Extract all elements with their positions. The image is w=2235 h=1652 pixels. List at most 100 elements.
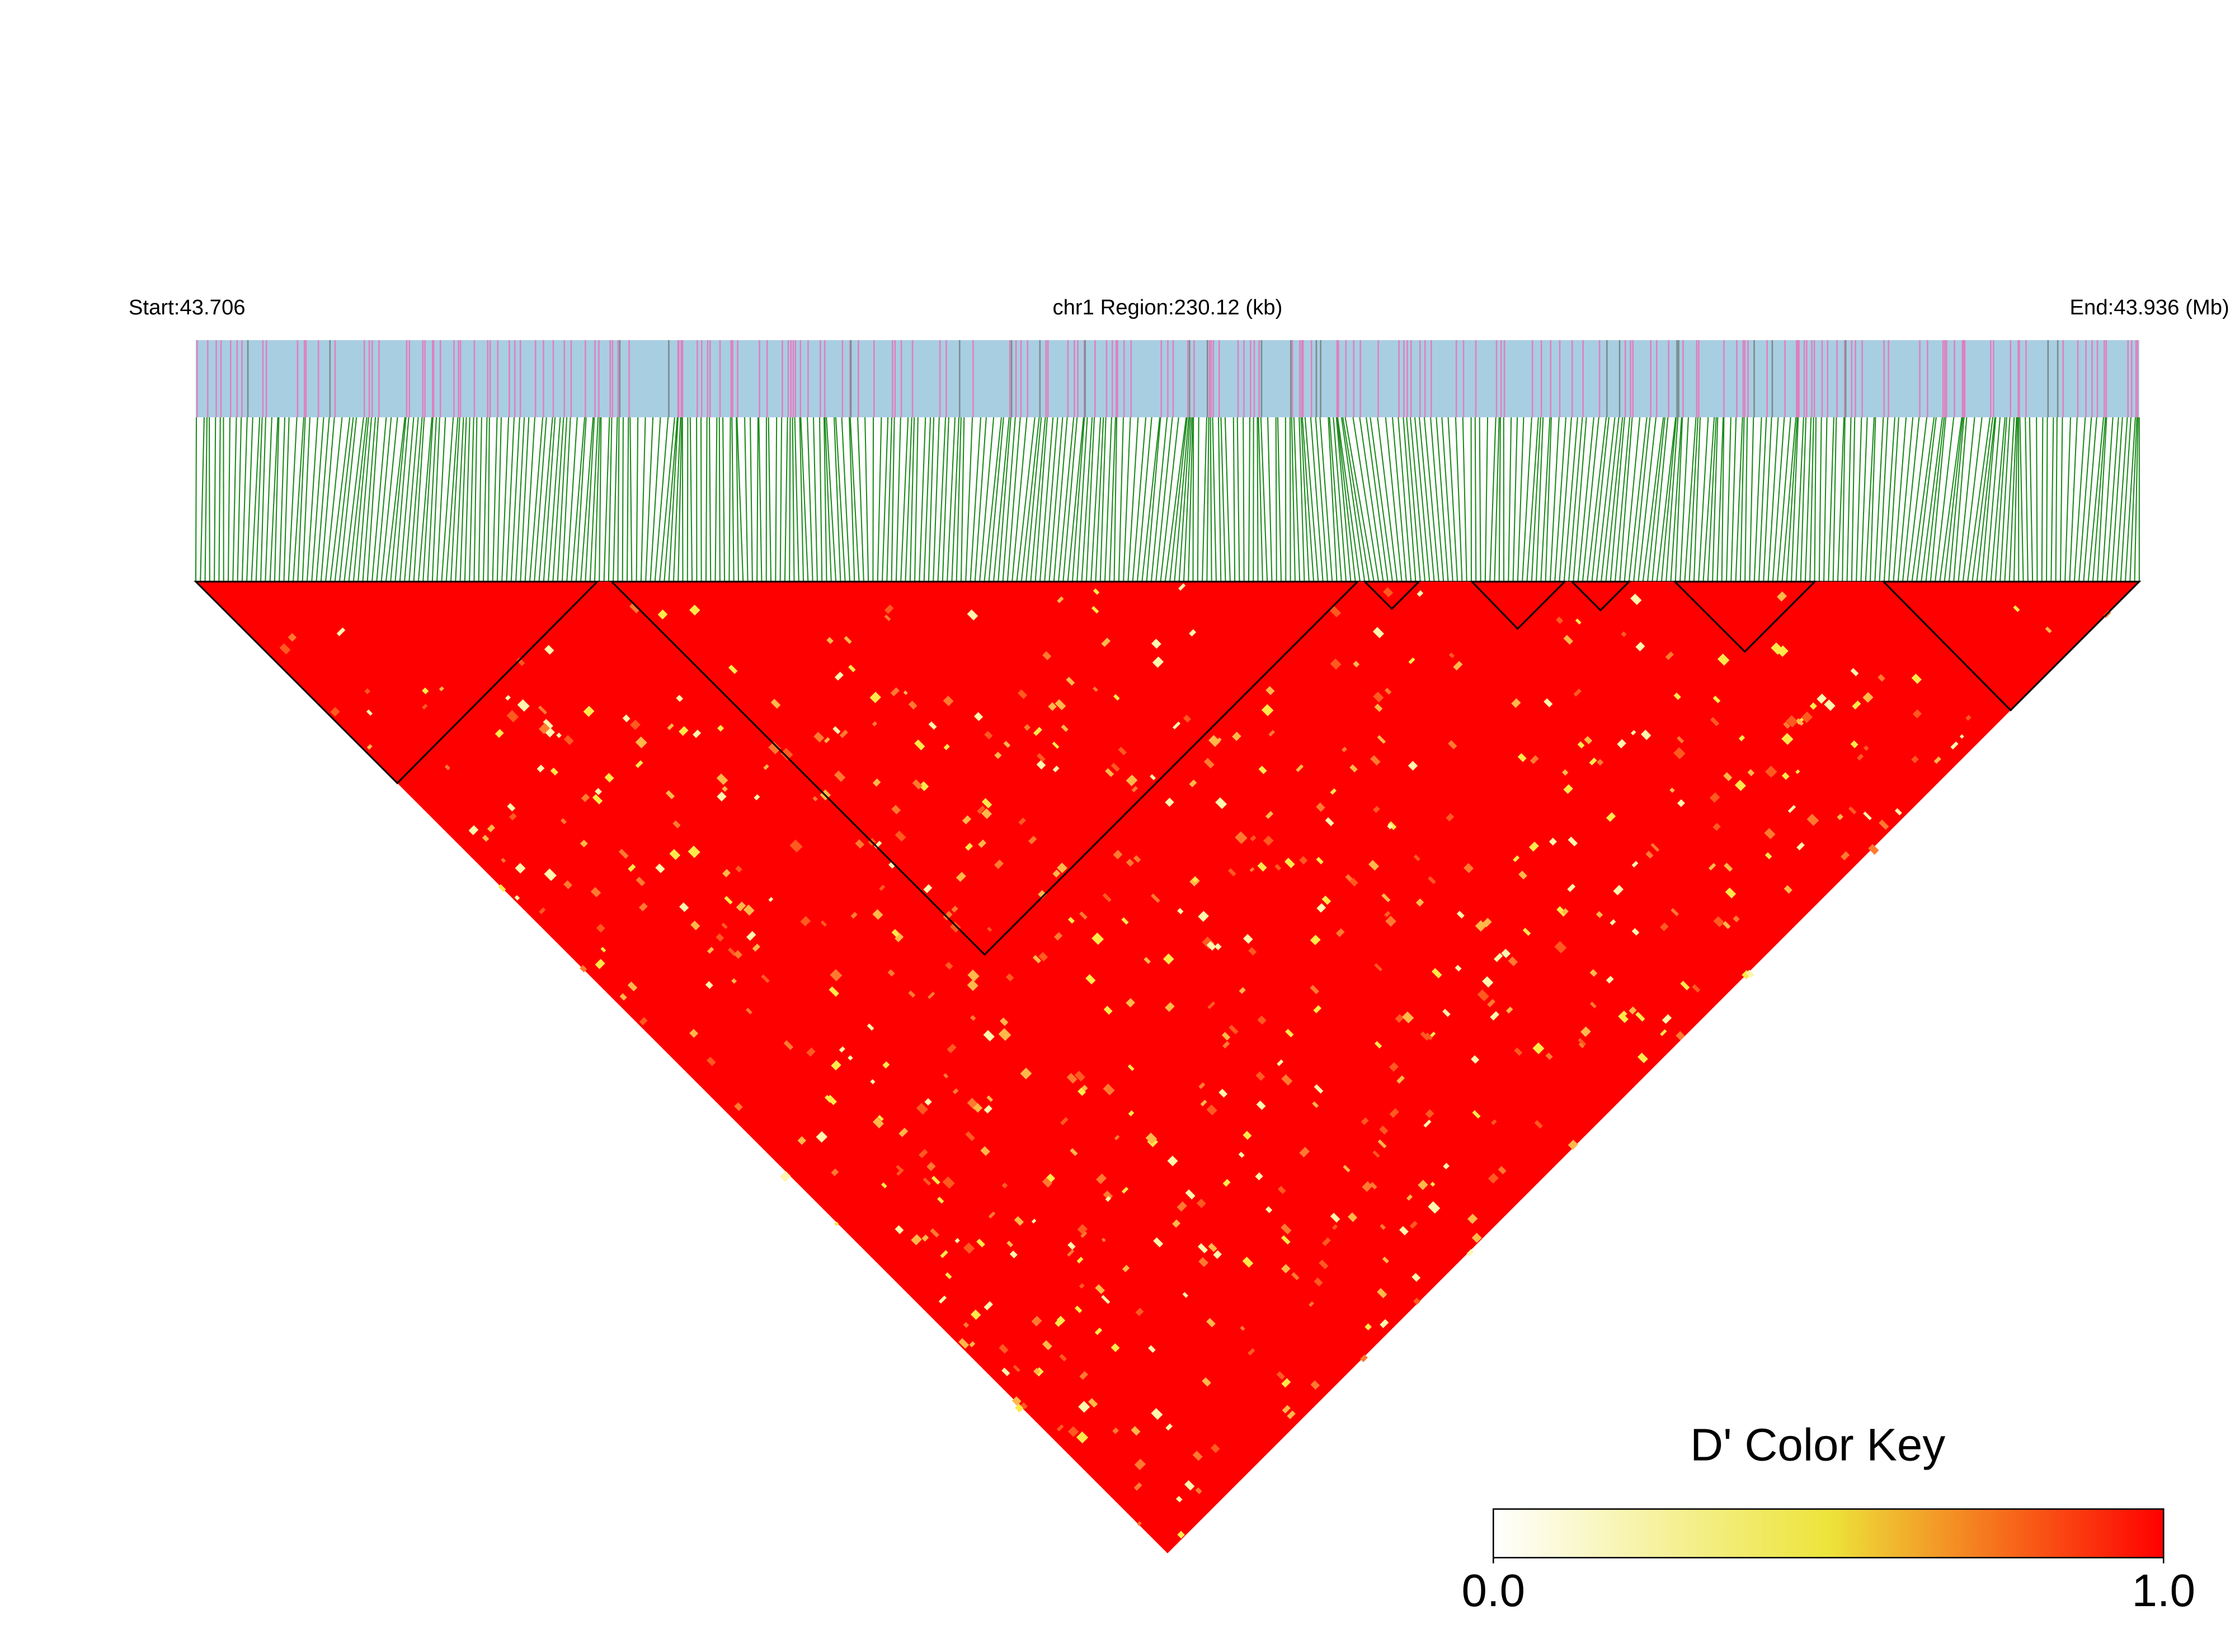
snp-stripe bbox=[1888, 340, 1889, 417]
snp-link bbox=[1304, 417, 1319, 582]
snp-stripe bbox=[617, 340, 619, 417]
ld-cell bbox=[1343, 1165, 1351, 1173]
ld-cell bbox=[1467, 1213, 1478, 1224]
ld-cell bbox=[1206, 941, 1216, 951]
snp-stripe bbox=[1105, 340, 1108, 417]
snp-stripe bbox=[1116, 340, 1117, 417]
snp-link bbox=[204, 417, 208, 582]
snp-stripe bbox=[945, 340, 947, 417]
ld-cell bbox=[1765, 765, 1777, 778]
ld-cell bbox=[1584, 736, 1593, 745]
ld-cell bbox=[1261, 704, 1274, 717]
ld-cell bbox=[812, 796, 818, 802]
snp-link bbox=[640, 417, 646, 582]
snp-stripe bbox=[329, 340, 331, 417]
snp-link bbox=[2129, 417, 2138, 582]
ld-cell bbox=[1554, 941, 1567, 954]
snp-stripe bbox=[2137, 340, 2139, 417]
ld-cell bbox=[1635, 642, 1645, 652]
snp-link bbox=[1512, 417, 1518, 582]
ld-cell bbox=[1534, 1120, 1543, 1129]
snp-link bbox=[427, 417, 437, 582]
snp-link bbox=[2101, 417, 2114, 582]
ld-cell bbox=[832, 726, 841, 735]
snp-link bbox=[1085, 417, 1095, 582]
ld-cell bbox=[761, 974, 770, 983]
snp-stripe bbox=[892, 340, 893, 417]
ld-cell bbox=[1256, 1100, 1266, 1110]
snp-link bbox=[1210, 417, 1212, 582]
ld-cell bbox=[439, 686, 444, 691]
snp-link bbox=[1869, 417, 1876, 582]
ld-cell bbox=[1575, 618, 1582, 625]
ld-cell bbox=[596, 924, 605, 933]
snp-link bbox=[1301, 417, 1315, 582]
snp-stripe bbox=[619, 340, 621, 417]
ld-cell bbox=[956, 872, 966, 882]
snp-link bbox=[1624, 417, 1641, 582]
snp-link bbox=[580, 417, 594, 582]
ld-cell bbox=[770, 699, 781, 709]
snp-link bbox=[1293, 417, 1301, 582]
ld-cell bbox=[1299, 1147, 1310, 1157]
snp-stripe bbox=[849, 340, 851, 417]
snp-link bbox=[431, 417, 440, 582]
snp-link bbox=[594, 417, 601, 582]
snp-stripe bbox=[1821, 340, 1823, 417]
snp-link bbox=[260, 417, 266, 582]
snp-link bbox=[1716, 417, 1724, 582]
ld-cell bbox=[482, 835, 490, 842]
snp-link bbox=[1642, 417, 1664, 582]
ld-cell bbox=[1101, 1237, 1106, 1242]
ld-cell bbox=[830, 969, 843, 982]
ld-cell bbox=[1105, 1196, 1112, 1202]
snp-stripe bbox=[1606, 340, 1608, 417]
snp-link bbox=[933, 417, 940, 582]
snp-stripe bbox=[598, 340, 600, 417]
ld-cell bbox=[1056, 1316, 1066, 1325]
ld-cell bbox=[1281, 1378, 1291, 1388]
snp-link bbox=[1062, 417, 1078, 582]
ld-cell bbox=[1206, 1317, 1216, 1328]
ld-cell bbox=[1746, 969, 1755, 978]
ld-cell bbox=[1563, 784, 1573, 794]
snp-link bbox=[700, 417, 702, 582]
snp-link bbox=[1573, 417, 1587, 582]
ld-cell bbox=[1152, 656, 1164, 668]
ld-cell bbox=[1781, 772, 1790, 780]
snp-link bbox=[2097, 417, 2107, 582]
ld-cell bbox=[1621, 1010, 1627, 1016]
ld-cell bbox=[983, 1030, 995, 1042]
snp-link bbox=[1638, 417, 1657, 582]
snp-link bbox=[1155, 417, 1173, 582]
ld-cell bbox=[779, 1171, 791, 1182]
ld-cell bbox=[1494, 953, 1503, 962]
ld-cell bbox=[1857, 754, 1864, 761]
snp-link bbox=[812, 417, 818, 582]
ld-cell bbox=[1613, 884, 1624, 896]
snp-link bbox=[2059, 417, 2063, 582]
snp-stripe bbox=[1398, 340, 1400, 417]
snp-link bbox=[1267, 417, 1273, 582]
snp-link bbox=[1935, 417, 1955, 582]
snp-link bbox=[362, 417, 377, 582]
snp-stripe bbox=[1167, 340, 1169, 417]
ld-cell bbox=[1709, 792, 1720, 803]
ld-cell bbox=[1263, 835, 1274, 846]
snp-stripe bbox=[680, 340, 683, 417]
snp-link bbox=[1660, 417, 1677, 582]
ld-cell bbox=[1001, 1367, 1010, 1376]
snp-link bbox=[1044, 417, 1058, 582]
snp-link bbox=[1414, 417, 1431, 582]
snp-link bbox=[1011, 417, 1028, 582]
ld-cell bbox=[1265, 811, 1274, 820]
snp-link bbox=[422, 417, 434, 582]
snp-link bbox=[664, 417, 678, 582]
snp-stripe bbox=[1696, 340, 1698, 417]
ld-cell bbox=[1255, 1071, 1265, 1081]
ld-cell bbox=[1032, 954, 1042, 964]
snp-stripe bbox=[1582, 340, 1584, 417]
ld-cell bbox=[1249, 867, 1255, 873]
ld-cell bbox=[952, 1088, 959, 1095]
ld-cell bbox=[731, 978, 737, 984]
